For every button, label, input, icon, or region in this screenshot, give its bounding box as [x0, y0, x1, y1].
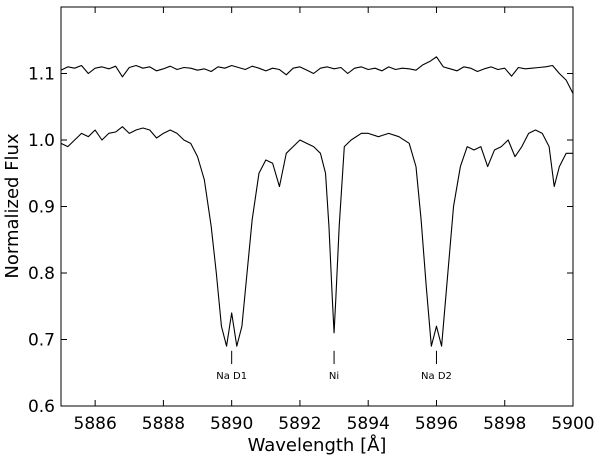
x-tick-label: 5900 — [551, 414, 594, 434]
x-tick-label: 5898 — [483, 414, 526, 434]
y-axis-ticks: 0.6 0.7 0.8 0.9 1.0 1.1 — [28, 65, 573, 417]
series-line-2 — [60, 126, 573, 347]
x-tick-label: 5894 — [347, 414, 390, 434]
x-tick-label: 5890 — [210, 414, 253, 434]
x-tick-label: 5888 — [142, 414, 185, 434]
y-tick-label: 1.1 — [28, 65, 55, 85]
series-line-1 — [60, 56, 574, 94]
y-tick-label: 1.0 — [28, 131, 55, 151]
annotation-label: Na D2 — [421, 371, 452, 382]
y-tick-label: 0.8 — [28, 264, 55, 284]
y-tick-label: 0.6 — [28, 397, 55, 417]
x-axis-ticks: 5886 5888 5890 5892 5894 5896 5898 5900 — [74, 7, 595, 434]
x-tick-label: 5886 — [74, 414, 117, 434]
annotations-layer: Na D1 Ni Na D2 — [216, 350, 452, 382]
x-tick-label: 5896 — [415, 414, 458, 434]
y-axis-label: Normalized Flux — [2, 133, 23, 279]
annotation-label: Na D1 — [216, 371, 247, 382]
y-tick-label: 0.7 — [28, 331, 55, 351]
x-axis-label: Wavelength [Å] — [248, 434, 387, 456]
series-layer — [60, 56, 574, 347]
plot-frame — [60, 6, 574, 407]
annotation-label: Ni — [329, 371, 339, 382]
x-tick-label: 5892 — [278, 414, 321, 434]
y-tick-label: 0.9 — [28, 198, 55, 218]
